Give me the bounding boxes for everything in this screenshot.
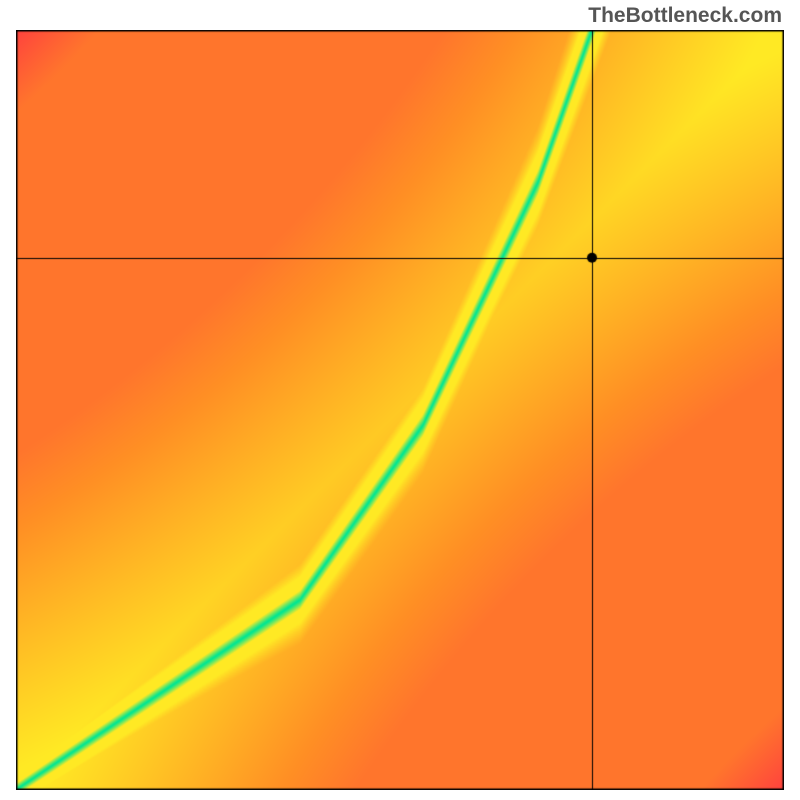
heatmap-plot xyxy=(16,30,784,790)
chart-container: TheBottleneck.com xyxy=(0,0,800,800)
heatmap-canvas xyxy=(16,30,784,790)
watermark-label: TheBottleneck.com xyxy=(588,4,782,28)
